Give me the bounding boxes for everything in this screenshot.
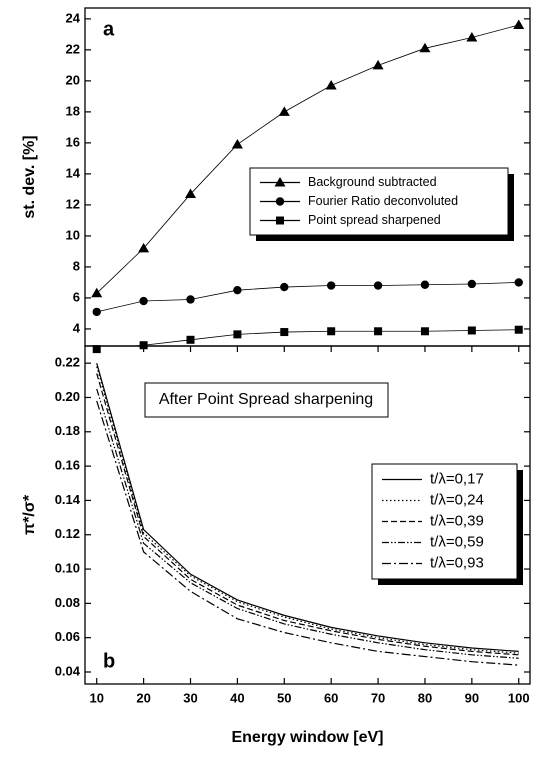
marker — [278, 106, 290, 116]
series-line — [96, 362, 519, 652]
panel-label: a — [103, 18, 115, 40]
y-tick-label: 0.16 — [55, 458, 80, 473]
marker — [139, 341, 148, 350]
x-axis-label: Energy window [eV] — [231, 729, 383, 746]
marker — [327, 327, 336, 336]
y-tick-label: 4 — [73, 320, 81, 335]
x-tick-label: 70 — [371, 690, 385, 705]
marker — [374, 327, 383, 336]
marker — [92, 307, 101, 317]
y-tick-label: 0.04 — [55, 663, 81, 678]
marker — [275, 197, 285, 206]
legend-label: t/λ=0,24 — [430, 491, 484, 508]
y-tick-label: 0.18 — [55, 423, 80, 438]
y-axis-label: st. dev. [%] — [21, 135, 38, 218]
x-tick-label: 60 — [324, 690, 338, 705]
x-tick-label: 40 — [230, 690, 244, 705]
y-tick-label: 0.12 — [55, 526, 80, 541]
y-tick-label: 10 — [66, 227, 80, 242]
y-tick-label: 24 — [66, 10, 81, 25]
x-tick-label: 30 — [183, 690, 197, 705]
y-tick-label: 12 — [66, 196, 80, 211]
marker — [186, 335, 195, 344]
marker — [420, 327, 429, 336]
y-axis-label: π*/σ* — [21, 494, 38, 535]
marker — [91, 287, 103, 298]
marker — [372, 59, 384, 70]
y-tick-label: 22 — [66, 41, 80, 56]
marker — [514, 325, 523, 334]
y-tick-label: 20 — [66, 72, 80, 87]
marker — [231, 138, 243, 149]
marker — [280, 282, 289, 292]
marker — [139, 296, 148, 306]
marker — [373, 281, 383, 290]
marker — [419, 42, 431, 53]
y-tick-label: 0.06 — [55, 629, 80, 644]
marker — [420, 280, 430, 289]
x-tick-label: 80 — [418, 690, 432, 705]
x-tick-label: 10 — [89, 690, 103, 705]
marker — [513, 19, 525, 30]
legend-label: t/λ=0,59 — [430, 533, 484, 550]
y-tick-label: 6 — [73, 289, 80, 304]
marker — [276, 216, 284, 225]
y-tick-label: 0.22 — [55, 355, 80, 370]
marker — [233, 285, 242, 295]
legend-label: t/λ=0,17 — [430, 470, 484, 487]
legend-label: t/λ=0,39 — [430, 512, 484, 529]
marker — [274, 177, 286, 187]
marker — [514, 278, 523, 287]
y-tick-label: 8 — [73, 258, 80, 273]
y-tick-label: 0.10 — [55, 560, 80, 575]
series-line — [96, 400, 519, 666]
marker — [233, 330, 242, 339]
marker — [467, 326, 476, 335]
y-tick-label: 14 — [66, 165, 81, 180]
y-tick-label: 0.08 — [55, 595, 80, 610]
marker — [325, 80, 337, 90]
plot-frame — [84, 345, 531, 685]
legend-label: t/λ=0,93 — [430, 554, 484, 571]
legend-label: Fourier Ratio deconvoluted — [308, 194, 458, 208]
annotation: After Point Spread sharpening — [159, 391, 373, 408]
x-tick-label: 90 — [465, 690, 479, 705]
series-line — [96, 373, 519, 656]
y-tick-label: 18 — [66, 103, 80, 118]
x-tick-label: 50 — [277, 690, 291, 705]
marker — [326, 281, 336, 290]
marker — [185, 188, 197, 199]
series-line — [96, 282, 519, 313]
x-tick-label: 20 — [136, 690, 150, 705]
marker — [138, 242, 150, 253]
x-tick-label: 100 — [508, 690, 530, 705]
series-line — [96, 24, 519, 294]
y-tick-label: 0.20 — [55, 389, 80, 404]
series-line — [129, 329, 519, 346]
series-line — [96, 388, 519, 659]
legend-label: Point spread sharpened — [308, 213, 441, 227]
marker — [466, 31, 478, 42]
series-line — [96, 366, 519, 654]
marker — [186, 295, 195, 304]
y-tick-label: 0.14 — [55, 492, 81, 507]
legend-label: Background subtracted — [308, 175, 437, 189]
annotation-box — [144, 382, 389, 418]
panel-label: b — [103, 650, 115, 672]
marker — [280, 328, 289, 337]
marker — [467, 279, 477, 289]
y-tick-label: 16 — [66, 134, 80, 149]
